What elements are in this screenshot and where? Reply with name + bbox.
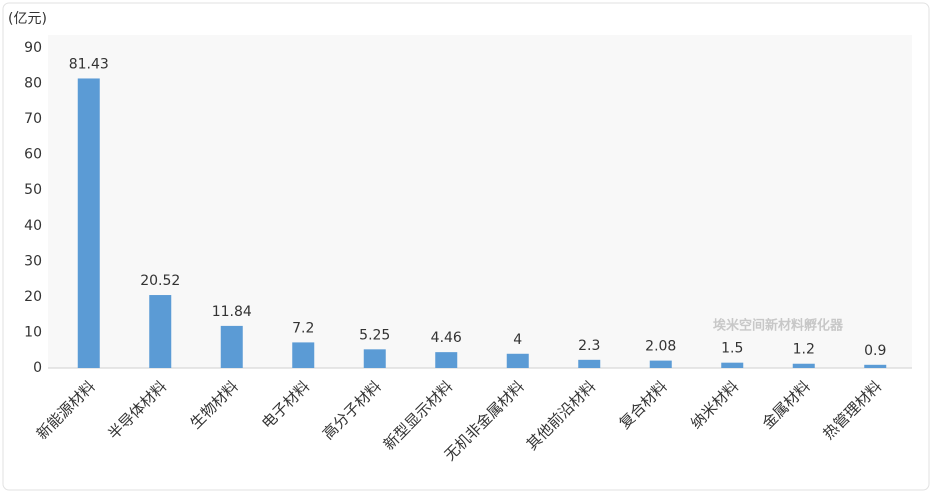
bar	[77, 78, 100, 369]
bar	[149, 295, 172, 368]
data-label: 1.5	[721, 341, 743, 357]
data-label: 4.46	[431, 330, 462, 346]
data-label: 0.9	[864, 343, 886, 359]
data-label: 81.43	[69, 56, 109, 72]
data-label: 2.3	[578, 338, 600, 354]
bar	[649, 360, 672, 368]
data-label: 4	[513, 332, 522, 348]
y-tick-label: 0	[33, 360, 42, 376]
y-tick-label: 40	[24, 218, 42, 234]
bar	[506, 353, 529, 368]
y-axis-label: (亿元)	[8, 11, 47, 27]
bar	[435, 352, 458, 368]
y-tick-label: 30	[24, 253, 42, 269]
y-tick-label: 70	[24, 111, 42, 127]
y-tick-label: 90	[24, 40, 42, 56]
bar	[721, 362, 744, 368]
bar	[363, 349, 386, 368]
bar	[792, 363, 815, 368]
y-tick-label: 60	[24, 147, 42, 163]
data-label: 5.25	[359, 327, 390, 343]
watermark: 埃米空间新材料孵化器	[713, 318, 844, 334]
bar	[864, 364, 887, 368]
y-tick-label: 10	[24, 324, 42, 340]
bar	[220, 325, 243, 368]
plot-area	[48, 35, 912, 368]
data-label: 11.84	[212, 304, 252, 320]
y-tick-label: 50	[24, 182, 42, 198]
y-tick-label: 80	[24, 76, 42, 92]
data-label: 1.2	[793, 342, 815, 358]
bar	[578, 359, 601, 368]
data-label: 2.08	[645, 339, 676, 355]
bar	[292, 342, 315, 368]
data-label: 7.2	[292, 320, 314, 336]
data-label: 20.52	[140, 273, 180, 289]
y-tick-label: 20	[24, 289, 42, 305]
